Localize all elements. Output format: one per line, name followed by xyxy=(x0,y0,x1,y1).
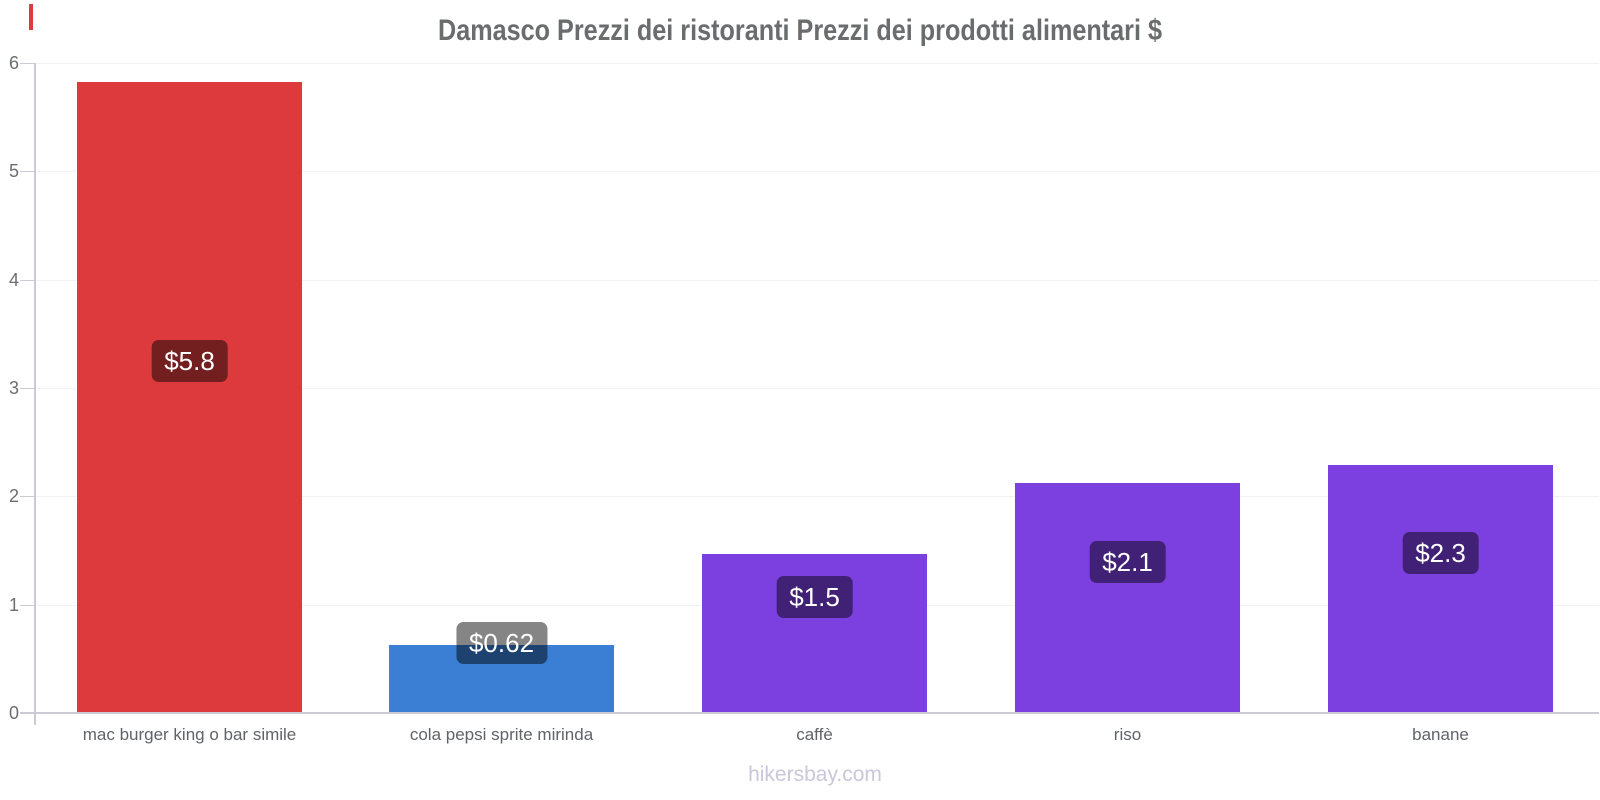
watermark-hikersbay: hikersbay.com xyxy=(748,763,882,786)
y-axis-tick xyxy=(20,388,36,389)
chart-title: Damasco Prezzi dei ristoranti Prezzi dei… xyxy=(437,14,1163,47)
value-badge: $1.5 xyxy=(776,576,853,619)
value-badge: $2.3 xyxy=(1402,532,1479,574)
bar-banane[interactable] xyxy=(1328,465,1553,712)
gridline xyxy=(36,496,1599,498)
bar-caffè[interactable] xyxy=(702,553,927,712)
x-axis-line xyxy=(20,712,1599,714)
gridline xyxy=(36,171,1599,173)
gridline xyxy=(36,63,1599,64)
x-axis-label: caffè xyxy=(796,725,833,744)
y-axis-tick xyxy=(20,279,36,281)
gridline xyxy=(36,388,1599,389)
y-axis-tick xyxy=(20,604,36,606)
y-axis-tick xyxy=(20,171,36,173)
x-axis-label: cola pepsi sprite mirinda xyxy=(409,725,594,744)
value-badge: $0.62 xyxy=(455,621,548,664)
x-axis-label: banane xyxy=(1412,725,1469,744)
y-axis-tick xyxy=(20,63,36,64)
bar-mac-burger-king-o-bar-simile[interactable] xyxy=(77,81,302,712)
x-axis-label: riso xyxy=(1113,725,1142,744)
x-axis-label: mac burger king o bar simile xyxy=(82,725,297,744)
value-badge: $2.1 xyxy=(1089,541,1166,584)
y-axis-label: 6 xyxy=(8,53,19,73)
y-axis-label: 1 xyxy=(8,594,19,615)
page-edge-marker xyxy=(29,4,33,30)
y-axis-label: 4 xyxy=(8,269,19,290)
y-axis-line xyxy=(34,63,36,725)
gridline xyxy=(36,279,1599,281)
bar-cola-pepsi-sprite-mirinda[interactable] xyxy=(389,644,614,712)
y-axis-label: 0 xyxy=(8,703,19,723)
y-axis-label: 2 xyxy=(8,486,19,507)
bar-riso[interactable] xyxy=(1015,483,1240,712)
value-badge: $5.8 xyxy=(151,340,228,383)
y-axis-label: 3 xyxy=(8,378,19,398)
y-axis-tick xyxy=(20,496,36,498)
y-axis-label: 5 xyxy=(8,161,19,182)
